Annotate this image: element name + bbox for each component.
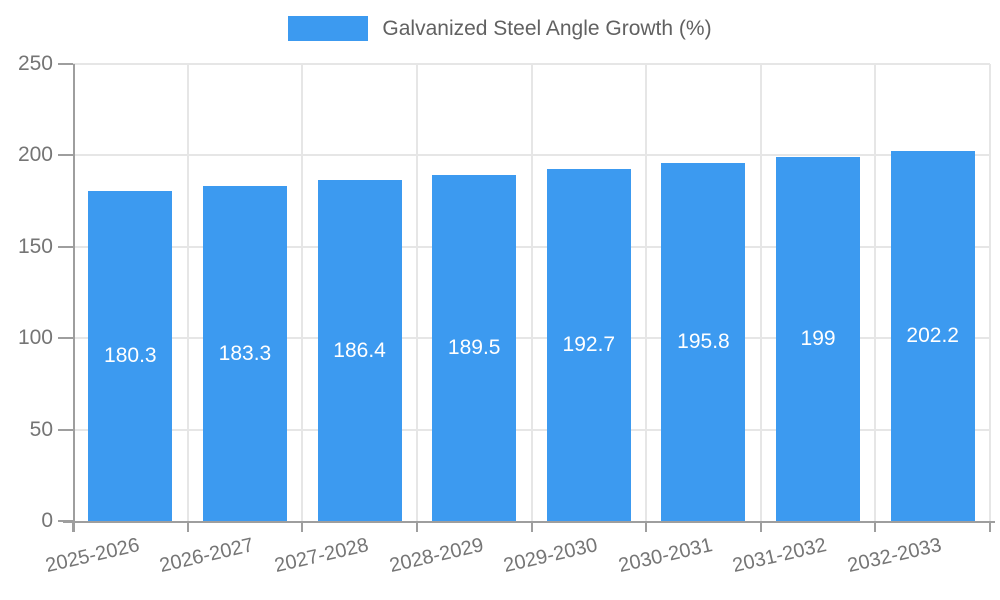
- x-axis-tick: [759, 521, 762, 532]
- y-axis-tick-label: 100: [17, 326, 53, 350]
- gridline-vertical: [989, 64, 991, 521]
- bar-value-label: 195.8: [677, 330, 730, 353]
- bar-value-label: 199: [800, 327, 836, 350]
- bar: 183.3: [202, 186, 287, 521]
- x-axis-category-label: 2028-2029: [386, 534, 486, 577]
- x-axis-category-label: 2029-2030: [501, 534, 600, 577]
- y-axis-tick: [58, 63, 73, 65]
- y-axis-line: [73, 64, 75, 532]
- y-axis-tick-label: 0: [41, 509, 53, 532]
- x-axis-tick: [874, 521, 877, 532]
- gridline-vertical: [874, 64, 877, 521]
- legend-label: Galvanized Steel Angle Growth (%): [382, 16, 712, 40]
- y-axis-tick-label: 50: [29, 417, 53, 441]
- gridline-vertical: [186, 64, 189, 521]
- bar: 189.5: [432, 175, 517, 521]
- bar-value-label: 183.3: [218, 341, 272, 365]
- y-axis-tick: [58, 337, 73, 340]
- plot-area: 0 50 100 150 200 250 180.3 183.3 186.4 189.5 192.7…: [18, 52, 995, 577]
- bar: 195.8: [661, 163, 746, 521]
- bar-value-label: 180.3: [104, 344, 157, 367]
- x-axis-tick: [72, 521, 74, 532]
- x-axis-tick: [186, 521, 189, 532]
- x-axis-category-label: 2031-2032: [730, 534, 830, 577]
- bar: 202.2: [890, 151, 975, 521]
- y-axis-tick: [58, 154, 73, 157]
- legend-swatch: [288, 16, 369, 41]
- x-axis-category-label: 2026-2027: [157, 534, 256, 577]
- bar-value-label: 186.4: [333, 338, 386, 362]
- bar-value-label: 202.2: [906, 324, 959, 347]
- gridline-vertical: [645, 64, 648, 521]
- bar-value-label: 192.7: [562, 333, 616, 356]
- bar-value-label: 189.5: [447, 336, 501, 359]
- y-axis-tick-label: 250: [17, 52, 53, 75]
- x-axis-category-label: 2032-2033: [845, 534, 944, 577]
- x-axis-tick: [645, 521, 648, 532]
- bar: 186.4: [317, 180, 402, 521]
- x-axis-line: [63, 521, 995, 523]
- gridline-vertical: [530, 64, 533, 521]
- gridline-vertical: [301, 64, 304, 521]
- gridline-vertical: [415, 64, 418, 521]
- x-axis-category-label: 2027-2028: [272, 534, 371, 577]
- x-axis-tick: [989, 521, 991, 532]
- x-axis-category-label: 2025-2026: [43, 534, 142, 577]
- legend: Galvanized Steel Angle Growth (%): [0, 16, 1000, 41]
- y-axis-tick: [58, 245, 73, 248]
- bar: 180.3: [88, 191, 173, 521]
- y-axis-tick: [58, 428, 73, 431]
- x-axis-tick: [530, 521, 533, 532]
- x-axis-tick: [301, 521, 304, 532]
- gridline-vertical: [759, 64, 762, 521]
- bar: 192.7: [546, 169, 631, 521]
- x-axis-tick: [415, 521, 418, 532]
- y-axis-tick-label: 200: [17, 143, 53, 167]
- x-axis-category-label: 2030-2031: [616, 534, 715, 577]
- y-axis-tick-label: 150: [17, 234, 53, 258]
- bar: 199: [776, 157, 861, 521]
